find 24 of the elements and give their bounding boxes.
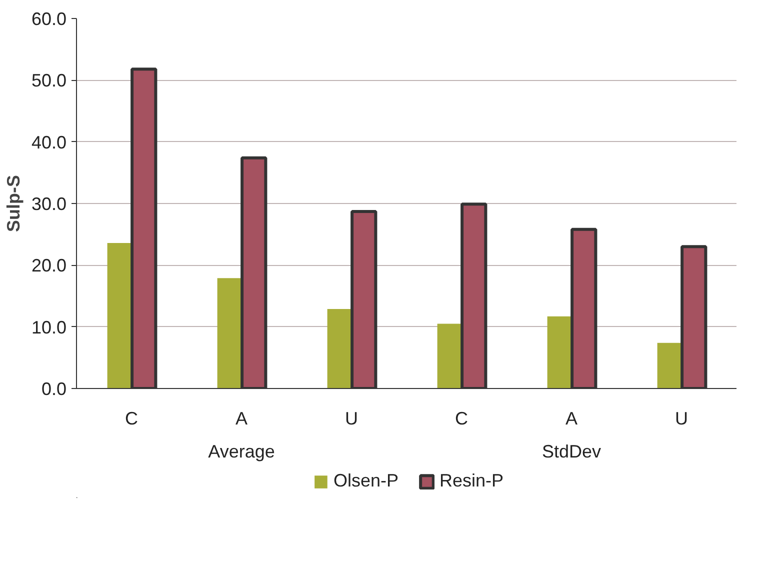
y-tick-label: 0.0 — [41, 379, 67, 399]
text: StdDev — [542, 442, 602, 462]
bar — [437, 324, 461, 388]
y-tick-label: 60.0 — [31, 9, 67, 29]
x-tick-label: A — [235, 408, 248, 428]
legend-label: Resin-P — [440, 470, 504, 492]
y-tick-label: 50.0 — [31, 70, 67, 91]
y-tick-label: 30.0 — [31, 194, 67, 214]
y-tick-label: 10.0 — [31, 317, 67, 338]
bar — [217, 278, 241, 388]
bar — [107, 242, 131, 388]
y-tick-label: 40.0 — [31, 132, 67, 152]
bar — [657, 342, 681, 388]
x-tick-label: C — [125, 408, 138, 428]
y-axis-title: Sulp-S — [3, 175, 24, 232]
x-tick-label: U — [675, 408, 688, 428]
x-tick-label: U — [345, 408, 358, 428]
y-tick-label: 20.0 — [31, 256, 67, 276]
x-tick-label: A — [565, 408, 578, 428]
legend-label: Olsen-P — [333, 470, 398, 492]
bar — [327, 308, 351, 388]
text: Average — [208, 442, 275, 462]
bar — [547, 316, 571, 388]
x-tick-label: C — [455, 408, 468, 428]
